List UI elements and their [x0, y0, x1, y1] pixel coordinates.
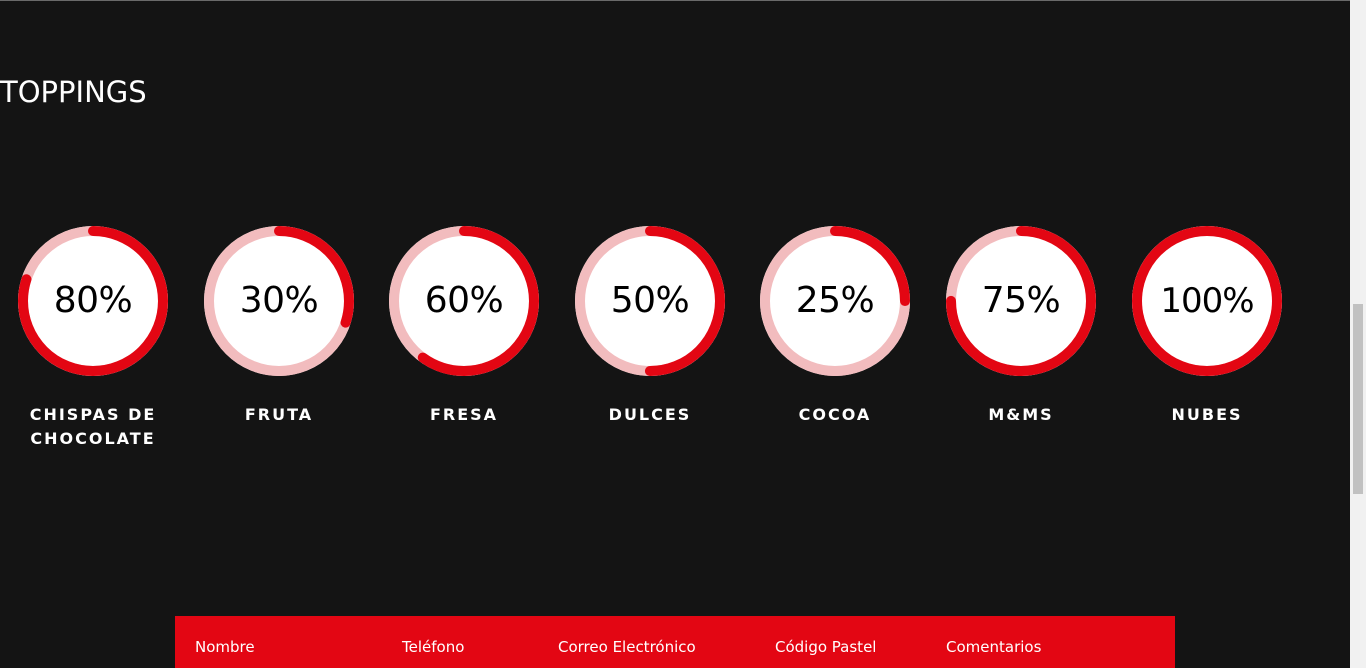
ring-background	[946, 226, 1096, 376]
progress-ring: 25%	[760, 226, 910, 376]
ring-value: 80%	[53, 280, 133, 321]
ring-value: 30%	[239, 280, 319, 321]
topping-item: 50% DULCES	[557, 226, 743, 427]
ring-progress	[946, 226, 1096, 376]
ring-progress	[575, 226, 725, 376]
topping-label: FRESA	[429, 405, 499, 424]
ring-value: 100%	[1160, 281, 1254, 321]
progress-ring-graphic	[18, 226, 168, 376]
ring-background	[18, 226, 168, 376]
ring-progress	[1132, 226, 1282, 376]
column-header-correo: Correo Electrónico	[558, 638, 696, 656]
column-header-comentarios: Comentarios	[946, 638, 1042, 656]
progress-ring-graphic	[760, 226, 910, 376]
progress-ring-graphic	[575, 226, 725, 376]
progress-ring-graphic	[389, 226, 539, 376]
ring-background	[204, 226, 354, 376]
top-divider	[0, 0, 1350, 1]
topping-item: 80% CHISPAS DE CHOCOLATE	[0, 226, 186, 451]
topping-label: NUBES	[1171, 405, 1243, 424]
topping-label: DULCES	[608, 405, 692, 424]
progress-ring-graphic	[204, 226, 354, 376]
vertical-scrollbar[interactable]	[1350, 0, 1366, 668]
progress-ring: 100%	[1132, 226, 1282, 376]
topping-label: COCOA	[798, 405, 872, 424]
ring-value: 50%	[610, 280, 690, 321]
ring-background	[575, 226, 725, 376]
column-header-telefono: Teléfono	[402, 638, 465, 656]
ring-progress	[18, 226, 168, 376]
ring-progress	[760, 226, 910, 376]
topping-item: 30% FRUTA	[186, 226, 372, 427]
section-title: TOPPINGS	[0, 75, 147, 109]
column-header-codigo-pastel: Código Pastel	[775, 638, 877, 656]
topping-label: CHISPAS DE CHOCOLATE	[29, 405, 157, 448]
form-table-header: Nombre Teléfono Correo Electrónico Códig…	[175, 616, 1175, 668]
ring-background	[389, 226, 539, 376]
ring-value: 60%	[424, 280, 504, 321]
ring-value: 75%	[981, 280, 1061, 321]
topping-item: 60% FRESA	[371, 226, 557, 427]
topping-label: M&MS	[988, 405, 1054, 424]
scrollbar-thumb[interactable]	[1353, 304, 1363, 494]
progress-ring: 30%	[204, 226, 354, 376]
progress-ring: 50%	[575, 226, 725, 376]
progress-ring-graphic	[1132, 226, 1282, 376]
topping-item: 25% COCOA	[742, 226, 928, 427]
progress-ring: 75%	[946, 226, 1096, 376]
ring-value: 25%	[795, 280, 875, 321]
topping-label: FRUTA	[244, 405, 314, 424]
toppings-list: 80% CHISPAS DE CHOCOLATE 30% FRUTA	[0, 226, 1350, 466]
progress-ring-graphic	[946, 226, 1096, 376]
progress-ring: 80%	[18, 226, 168, 376]
progress-ring: 60%	[389, 226, 539, 376]
ring-progress	[389, 226, 539, 376]
ring-progress	[204, 226, 354, 376]
topping-item: 75% M&MS	[928, 226, 1114, 427]
topping-item: 100% NUBES	[1114, 226, 1300, 427]
ring-background	[760, 226, 910, 376]
ring-background	[1132, 226, 1282, 376]
column-header-nombre: Nombre	[195, 638, 255, 656]
